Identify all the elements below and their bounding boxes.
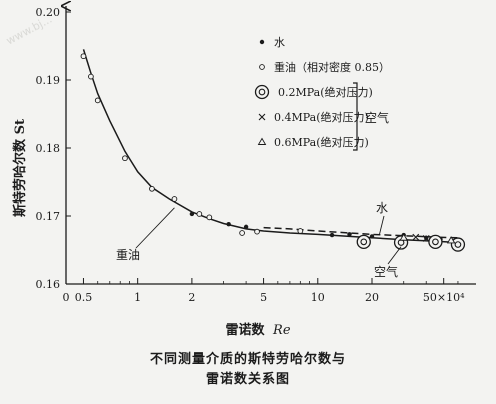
x-tick-label: 50×10⁴	[423, 291, 465, 304]
marker-inner-ring	[258, 88, 266, 96]
data-point	[88, 73, 94, 80]
y-tick-label: 0.16	[36, 278, 61, 291]
data-points	[80, 53, 466, 252]
legend-marker	[259, 39, 265, 45]
x-axis-label-symbol: Re	[272, 323, 291, 338]
legend-group-label: 空气	[365, 110, 389, 125]
data-point	[422, 235, 430, 242]
x-tick-label: 10	[311, 291, 325, 304]
x-axis-label: 雷诺数 Re	[225, 322, 290, 338]
y-tick-label: 0.17	[36, 210, 61, 223]
legend-label: 0.2MPa(绝对压力)	[278, 85, 373, 99]
x-tick-label: 0	[63, 291, 70, 304]
data-point	[239, 230, 245, 236]
figure-caption: 不同测量介质的斯特劳哈尔数与 雷诺数关系图	[0, 350, 496, 390]
data-point	[254, 228, 260, 235]
marker-outer-ring	[428, 234, 443, 249]
data-point	[347, 232, 352, 237]
data-point	[399, 233, 409, 241]
marker-inner-ring	[454, 241, 462, 248]
legend-marker	[259, 64, 265, 70]
oil-label-leader	[135, 207, 175, 249]
data-point	[80, 53, 87, 60]
curve-labels: 重油 水空气	[116, 201, 402, 279]
data-point	[189, 211, 195, 217]
data-point	[297, 228, 304, 234]
legend-label: 0.4MPa(绝对压力)	[274, 110, 369, 124]
oil-fit-curve	[82, 49, 458, 244]
legend-label: 0.6MPa(绝对压力)	[274, 135, 369, 149]
oil-curve-label: 重油	[116, 248, 140, 262]
data-point	[122, 155, 128, 162]
air-label-leader	[387, 246, 402, 265]
water-label-leader	[379, 215, 385, 235]
data-point	[450, 237, 466, 252]
caption-line-1: 不同测量介质的斯特劳哈尔数与	[149, 352, 346, 367]
legend-marker	[258, 113, 266, 121]
x-tick-label: 5	[260, 291, 267, 304]
y-tick-label: 0.18	[36, 142, 61, 155]
data-point	[369, 234, 375, 239]
marker-inner-ring	[432, 238, 439, 246]
data-point	[356, 234, 371, 249]
x-tick-label: 1	[134, 291, 141, 304]
water-curve-label: 水	[376, 201, 388, 215]
marker-outer-ring	[356, 234, 371, 249]
data-point	[206, 214, 213, 221]
x-tick-label: 0.5	[75, 291, 93, 304]
legend-label: 重油（相对密度 0.85）	[274, 60, 390, 74]
marker-outer-ring	[450, 237, 466, 252]
data-point	[196, 211, 203, 217]
data-point	[226, 221, 231, 227]
water-fit-curve	[263, 226, 458, 239]
caption-line-2: 雷诺数关系图	[205, 372, 290, 387]
data-point	[243, 224, 249, 230]
marker-inner-ring	[360, 238, 368, 246]
air-curve-label: 空气	[374, 264, 398, 279]
legend: 水重油（相对密度 0.85） 0.2MPa(绝对压力) 0.4MPa(绝对压力) 0.…	[254, 36, 390, 151]
y-tick-label: 0.19	[36, 74, 61, 87]
data-point	[149, 185, 155, 192]
x-axis-label-prefix: 雷诺数	[225, 322, 265, 338]
data-point	[329, 232, 335, 238]
axes: 0.16 0.17 0.18 0.19 0.20 0 0.5 1 2 5 10 20 50×10⁴	[36, 6, 476, 304]
legend-marker	[257, 137, 267, 145]
data-point	[428, 234, 443, 249]
legend-label: 水	[274, 36, 285, 49]
x-tick-label: 2	[188, 291, 195, 304]
data-point	[171, 196, 178, 202]
x-tick-label: 20	[365, 291, 379, 304]
y-axis-label: 斯特劳哈尔数 St	[12, 119, 28, 217]
fit-curves	[82, 49, 458, 244]
legend-bracket	[353, 82, 358, 151]
data-point	[446, 236, 456, 244]
legend-marker	[254, 84, 270, 100]
y-tick-label: 0.20	[36, 6, 61, 19]
st-re-chart: 0.160.170.180.190.200 0.5 1 2 5 10 20 50×10⁴ 水重…	[12, 0, 476, 338]
data-point	[412, 233, 420, 241]
data-point	[94, 97, 101, 104]
marker-outer-ring	[254, 84, 270, 100]
